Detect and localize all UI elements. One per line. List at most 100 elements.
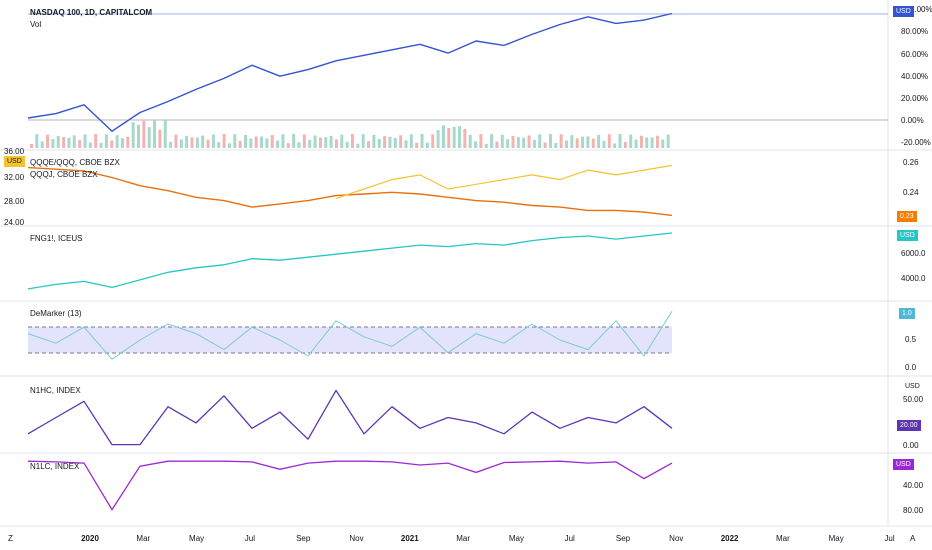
volume-bar [147, 127, 151, 148]
volume-bar [372, 134, 376, 148]
volume-bar [409, 134, 413, 148]
qqqj-label: QQQJ, CBOE BZX [30, 170, 98, 179]
volume-bar [88, 142, 92, 148]
qqqe-qqq-line [27, 166, 673, 217]
time-axis-tick: May [508, 534, 524, 543]
volume-bar [99, 142, 103, 148]
volume-bar [591, 138, 595, 148]
volume-bar [222, 134, 226, 148]
volume-bar [538, 134, 542, 148]
time-axis-tick: Jul [244, 534, 256, 543]
volume-bar [548, 134, 552, 148]
volume-bar [340, 134, 344, 148]
time-axis-tick: May [828, 534, 844, 543]
volume-bar [597, 134, 601, 148]
volume-bar [153, 120, 157, 148]
n1lc-usd-badge: USD [893, 459, 914, 470]
demarker-line [27, 310, 673, 360]
time-axis-tick: Mar [776, 534, 790, 543]
volume-bar [46, 134, 50, 148]
volume-bar [302, 134, 306, 148]
n1hc-line [27, 389, 673, 446]
volume-bar [195, 137, 199, 148]
nasdaq-tick: 40.00% [901, 72, 929, 81]
n1hc-tick: 50.00 [903, 395, 924, 404]
volume-bar [62, 137, 66, 148]
volume-bar [581, 136, 585, 148]
volume-bar [404, 140, 408, 148]
volume-bar [345, 141, 349, 148]
volume-bar [308, 139, 312, 148]
nasdaq-tick: 80.00% [901, 27, 929, 36]
n1lc-tick: 40.00 [903, 481, 924, 490]
nasdaq-line [27, 12, 673, 132]
time-axis-tick: Mar [136, 534, 151, 543]
nasdaq-title: NASDAQ 100, 1D, CAPITALCOM [30, 8, 153, 17]
volume-bar [522, 137, 526, 148]
volume-bar [30, 144, 33, 148]
volume-bar [244, 135, 247, 148]
volume-bar [463, 128, 467, 148]
volume-bar [185, 135, 189, 148]
volume-bar [318, 137, 322, 148]
volume-bar [527, 135, 531, 148]
auto-scale-button[interactable]: A [910, 534, 916, 543]
qqqj-left-tick: 24.00 [4, 218, 25, 227]
volume-bar [420, 134, 424, 148]
n1hc-tick: 0.00 [903, 441, 919, 450]
volume-bar [254, 136, 258, 148]
qqqe-label: QQQE/QQQ, CBOE BZX [30, 158, 120, 167]
volume-bar [650, 137, 654, 148]
nasdaq-tick: 100.00% [901, 5, 932, 14]
volume-bar [249, 138, 253, 148]
volume-bar [613, 143, 617, 148]
volume-bar [618, 134, 622, 148]
volume-bar [110, 140, 114, 148]
time-axis-tick: Mar [456, 534, 470, 543]
volume-bar [351, 134, 354, 148]
time-axis-tick: May [189, 534, 205, 543]
volume-bar [500, 134, 504, 148]
volume-bar [479, 134, 483, 148]
volume-bar [286, 143, 290, 148]
volume-bar [142, 120, 146, 148]
volume-bar [554, 143, 558, 148]
volume-bar [324, 137, 328, 148]
volume-bar [516, 137, 520, 148]
volume-bar [441, 125, 445, 148]
qqq-tick: 0.26 [903, 158, 919, 167]
volume-bar [334, 139, 338, 148]
volume-bar [260, 136, 264, 148]
fng-tick: 4000.0 [901, 274, 926, 283]
volume-bar [458, 126, 461, 148]
volume-bar [532, 139, 536, 148]
volume-bar [40, 141, 44, 148]
qqq-tick: 0.24 [903, 188, 919, 197]
time-axis-tick: Nov [349, 534, 364, 543]
timezone-toggle-button[interactable]: Z [8, 534, 13, 543]
nasdaq-tick: 60.00% [901, 50, 929, 59]
demarker-tick: 0.5 [905, 335, 917, 344]
qqqj-left-tick: 32.00 [4, 173, 25, 182]
volume-bar [217, 142, 221, 148]
fng-usd-badge: USD [897, 230, 918, 241]
volume-bar [506, 139, 510, 148]
n1hc-usd: USD [905, 383, 920, 390]
volume-bar [666, 134, 670, 148]
volume-bar [292, 134, 296, 148]
volume-bar [265, 138, 269, 148]
volume-bar [158, 129, 162, 148]
volume-bar [468, 134, 472, 148]
volume-bar [51, 139, 55, 148]
volume-bar [211, 134, 215, 148]
time-axis-tick: 2021 [400, 534, 419, 543]
volume-bar [276, 140, 280, 148]
vol-label: Vol [30, 20, 42, 29]
volume-bar [452, 126, 456, 148]
time-axis-tick: 2020 [81, 534, 99, 543]
volume-bar [297, 142, 301, 148]
volume-bar [586, 136, 590, 148]
volume-bar [431, 134, 435, 148]
volume-bar [190, 137, 194, 148]
volume-bar [270, 135, 274, 148]
